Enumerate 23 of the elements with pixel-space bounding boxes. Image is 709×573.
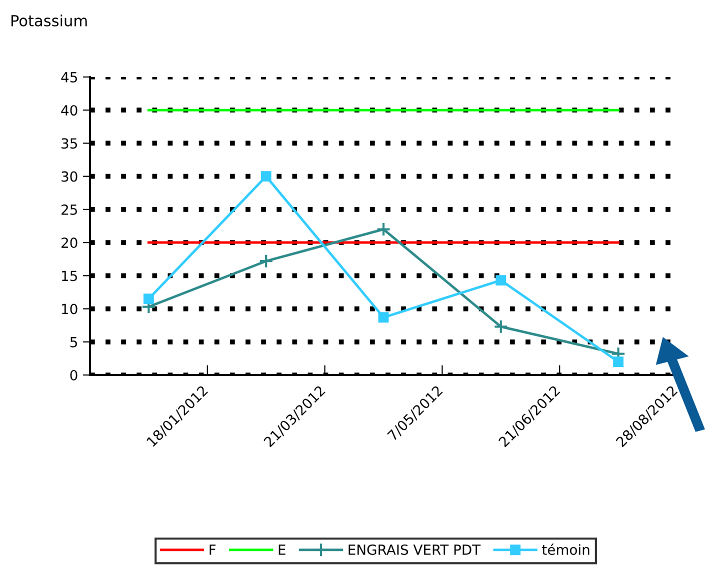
point [378,312,389,323]
point [143,294,154,304]
y-tick-label: 5 [70,337,77,348]
point [496,275,506,286]
y-tick-label: 0 [70,370,78,380]
point [260,171,272,182]
point [494,319,508,334]
y-tick-label: 45 [61,72,77,82]
legend-label: F [210,544,216,555]
legend-label: E [278,544,286,555]
y-tick-label: 10 [62,304,78,314]
y-tick-label: 15 [62,270,77,282]
y-tick-label: 20 [62,238,78,248]
legend-label: témoin [542,544,590,555]
point [258,254,274,268]
y-tick-label: 35 [62,138,77,149]
point [376,222,391,237]
point [613,356,624,367]
chart-title: Potassium [12,14,87,26]
y-tick-label: 25 [62,204,77,215]
y-tick-label: 30 [62,171,78,182]
legend-label: ENGRAIS VERT PDT [348,544,481,555]
y-tick-label: 40 [61,105,78,116]
